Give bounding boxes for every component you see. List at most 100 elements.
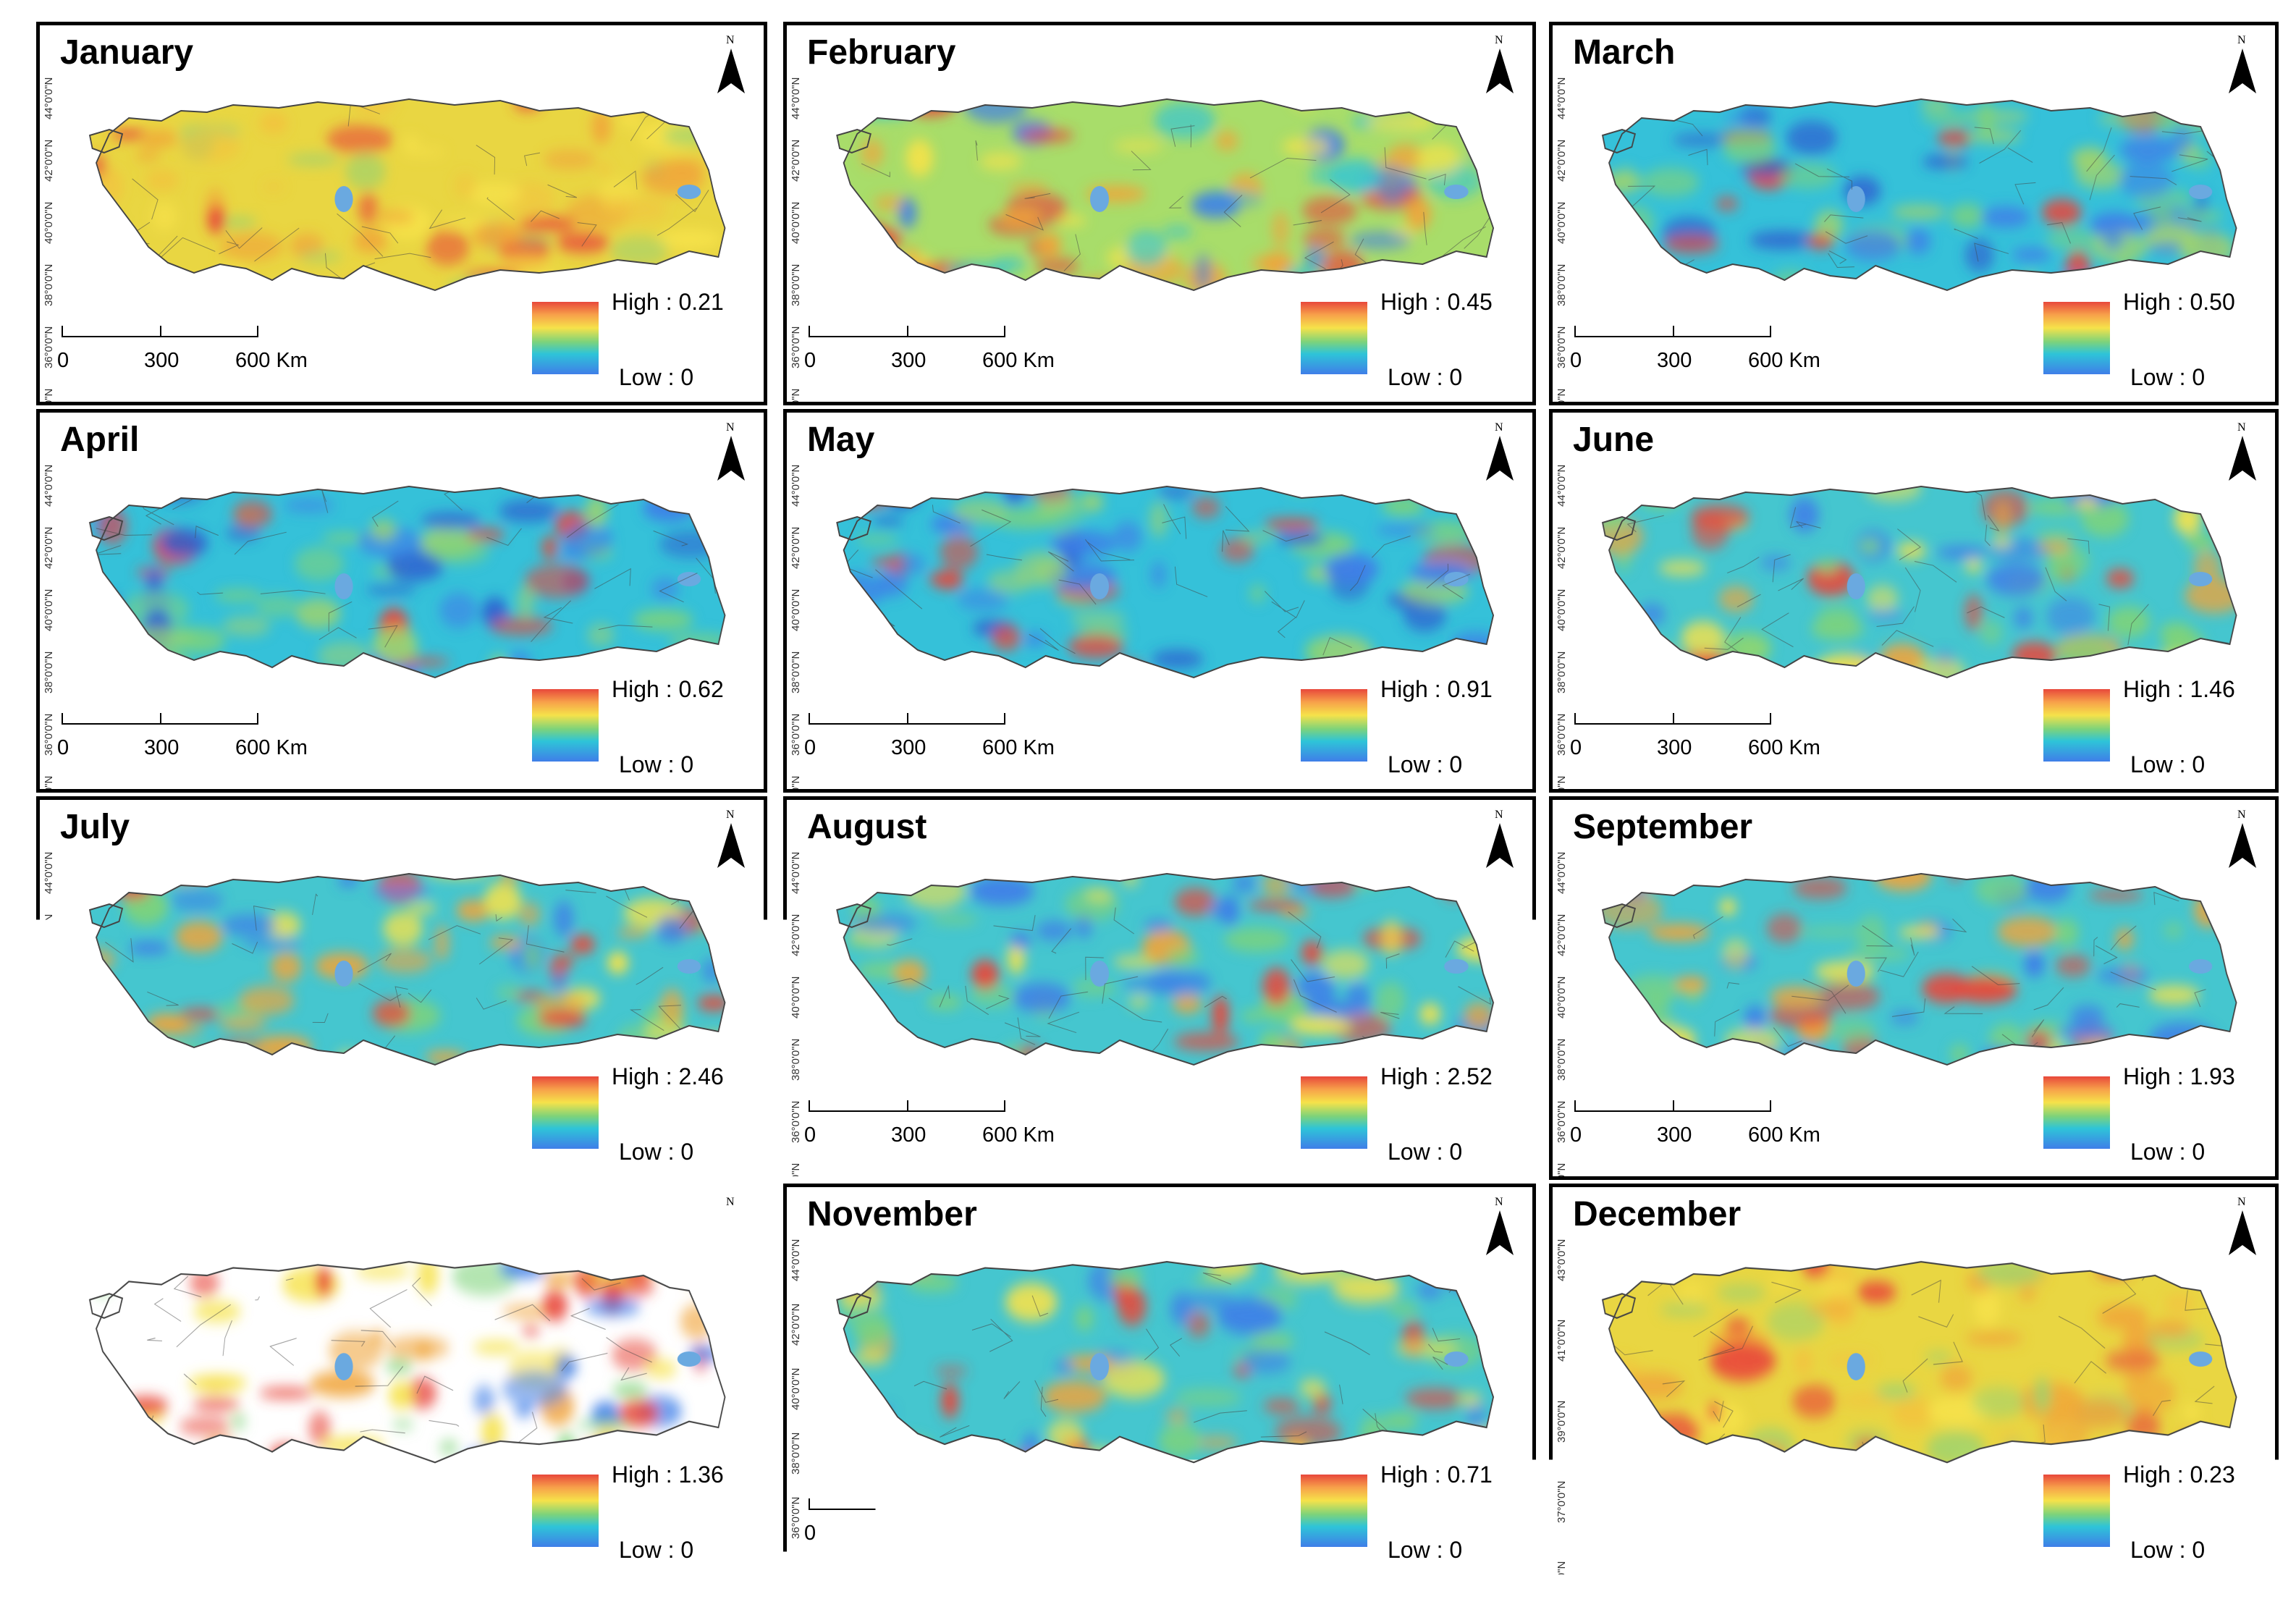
legend-high: High : 2.46 [612, 1063, 724, 1090]
latitude-label: 43°0'0"N [1556, 1239, 1568, 1281]
scale-label: 300 [891, 736, 926, 760]
latitude-label: 38°0'0"N [1556, 1039, 1568, 1081]
legend-high: High : 0.91 [1380, 676, 1493, 703]
map-panel-june: 44°0'0"N 42°0'0"N 40°0'0"N 38°0'0"N 36°0'0"N… [1549, 409, 2279, 793]
legend-high: High : 1.46 [2123, 676, 2235, 703]
north-label: N [1495, 809, 1503, 822]
north-label: N [2237, 809, 2246, 822]
latitude-label: 36°0'0"N [43, 714, 55, 756]
scale-bar: 0 300 600 Km [1574, 1100, 1791, 1158]
legend-low: Low : 0 [2130, 751, 2205, 778]
month-title: December [1573, 1194, 1741, 1234]
latitude-label: 34°0'0"N [43, 1561, 55, 1578]
scale-bar: 0 300 600 Km [62, 713, 279, 771]
map-panel-july: 44°0'0"N 42°0'0"N 40°0'0"N 38°0'0"N 36°0'0"N… [36, 796, 767, 1180]
latitude-label: 44°0'0"N [43, 77, 55, 119]
scale-label: 300 [891, 349, 926, 373]
scale-label: 600 Km [235, 736, 308, 760]
color-ramp [532, 1076, 599, 1149]
legend-low: Low : 0 [1388, 1139, 1462, 1165]
scale-label: 300 [891, 1123, 926, 1147]
map-panel-may: 44°0'0"N 42°0'0"N 40°0'0"N 38°0'0"N 36°0'0"N… [783, 409, 1536, 793]
latitude-label: 38°0'0"N [790, 651, 802, 693]
latitude-label: 41°0'0"N [1556, 1320, 1568, 1362]
latitude-label: 36°0'0"N [43, 326, 55, 368]
month-title: October [60, 1194, 193, 1234]
scale-label: 0 [57, 349, 69, 373]
latitude-label: 42°0'0"N [790, 1304, 802, 1346]
north-label: N [726, 34, 735, 47]
month-title: April [60, 420, 139, 460]
latitude-label: 40°0'0"N [790, 589, 802, 631]
latitude-label: 42°0'0"N [790, 914, 802, 956]
latitude-label: 42°0'0"N [43, 914, 55, 956]
latitude-label: 37°0'0"N [1556, 1480, 1568, 1522]
latitude-label: 44°0'0"N [790, 77, 802, 119]
legend-low: Low : 0 [619, 751, 693, 778]
color-ramp [532, 689, 599, 762]
legend-high: High : 1.36 [612, 1462, 724, 1488]
turkey-map [83, 858, 735, 1075]
legend-low: Low : 0 [1388, 364, 1462, 391]
latitude-label: 39°0'0"N [1556, 1400, 1568, 1442]
legend-high: High : 2.52 [1380, 1063, 1493, 1090]
latitude-label: 34°0'0"N [43, 389, 55, 405]
month-title: September [1573, 807, 1752, 847]
turkey-map [830, 1245, 1503, 1473]
legend-low: Low : 0 [1388, 1537, 1462, 1564]
turkey-map [830, 471, 1503, 688]
scale-bar: 0 300 600 Km [809, 713, 1026, 771]
latitude-label: 42°0'0"N [43, 527, 55, 569]
latitude-label: 36°0'0"N [790, 1497, 802, 1539]
latitude-label: 44°0'0"N [790, 1239, 802, 1281]
legend-high: High : 0.50 [2123, 289, 2235, 316]
latitude-label: 38°0'0"N [790, 1039, 802, 1081]
latitude-label: 44°0'0"N [790, 465, 802, 507]
latitude-label: 36°0'0"N [790, 1101, 802, 1143]
latitude-label: 36°0'0"N [790, 326, 802, 368]
turkey-map [1596, 1245, 2246, 1473]
turkey-map [83, 1245, 735, 1473]
scale-label: 300 [1657, 1522, 1692, 1545]
scale-label: 0 [57, 1522, 69, 1545]
scale-label: 0 [57, 736, 69, 760]
legend: High : 1.93 Low : 0 [2043, 1060, 2275, 1176]
north-label: N [726, 421, 735, 434]
latitude-label: 42°0'0"N [790, 527, 802, 569]
scale-bar: 0 300 600 Km [809, 326, 1026, 384]
scale-bar: 0 300 600 Km [1574, 1498, 1791, 1556]
scale-label: 0 [804, 1123, 816, 1147]
legend-low: Low : 0 [619, 1537, 693, 1564]
legend: High : 0.62 Low : 0 [532, 673, 764, 789]
legend-low: Low : 0 [1388, 751, 1462, 778]
scale-label: 600 Km [1748, 1123, 1820, 1147]
latitude-label: 44°0'0"N [790, 852, 802, 894]
color-ramp [2043, 689, 2110, 762]
scale-label: 600 Km [982, 1123, 1055, 1147]
latitude-label: 36°0'0"N [43, 1101, 55, 1143]
map-panel-november: 44°0'0"N 42°0'0"N 40°0'0"N 38°0'0"N 36°0'0"N… [783, 1184, 1536, 1578]
scale-label: 300 [144, 349, 179, 373]
scale-bar: 0 300 600 Km [809, 1100, 1026, 1158]
north-label: N [1495, 1196, 1503, 1209]
scale-label: 0 [1570, 1123, 1582, 1147]
legend-high: High : 0.45 [1380, 289, 1493, 316]
month-title: June [1573, 420, 1654, 460]
scale-bar: 0 300 600 Km [62, 1498, 279, 1556]
scale-bar: 0 300 600 Km [1574, 713, 1791, 771]
map-panel-august: 44°0'0"N 42°0'0"N 40°0'0"N 38°0'0"N 36°0'0"N… [783, 796, 1536, 1180]
legend: High : 1.46 Low : 0 [2043, 673, 2275, 789]
turkey-map [83, 471, 735, 688]
month-title: May [807, 420, 874, 460]
north-label: N [726, 809, 735, 822]
legend: High : 0.23 Low : 0 [2043, 1459, 2275, 1574]
scale-label: 600 Km [982, 349, 1055, 373]
color-ramp [1301, 1475, 1367, 1547]
latitude-label: 34°0'0"N [1556, 1163, 1568, 1180]
month-title: August [807, 807, 927, 847]
north-label: N [2237, 34, 2246, 47]
latitude-label: 42°0'0"N [790, 140, 802, 182]
map-panel-march: 44°0'0"N 42°0'0"N 40°0'0"N 38°0'0"N 36°0'0"N… [1549, 22, 2279, 405]
latitude-label: 38°0'0"N [43, 1433, 55, 1475]
latitude-label: 40°0'0"N [1556, 977, 1568, 1018]
